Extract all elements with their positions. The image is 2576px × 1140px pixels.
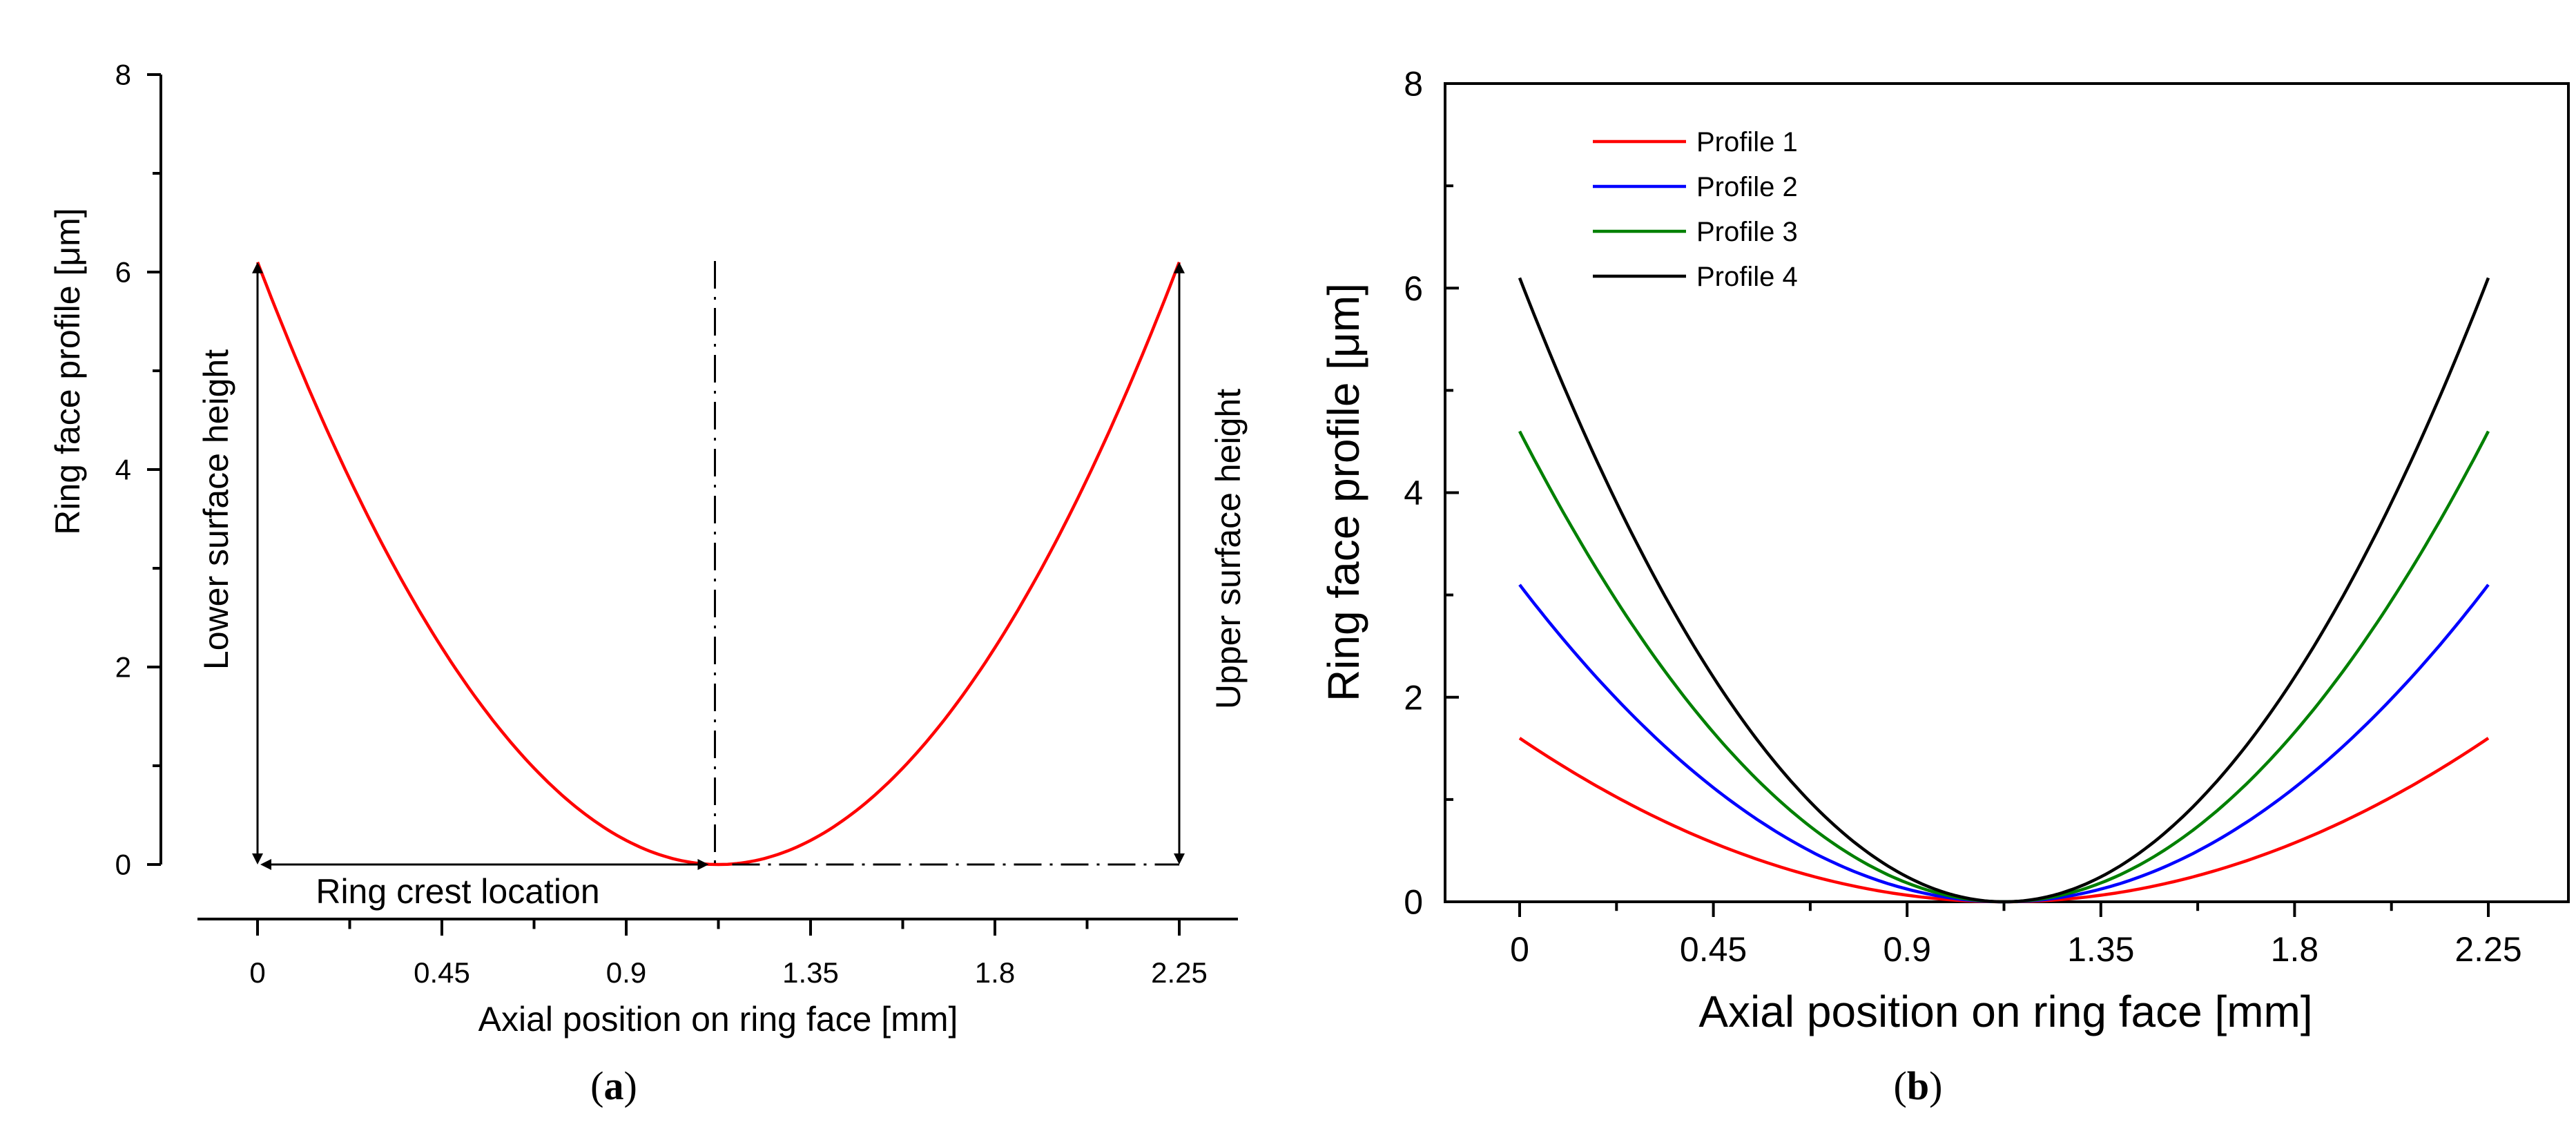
legend-label-1: Profile 1 [1696,127,1798,157]
a-xtick-label-0: 0 [249,956,265,989]
a-ytick-label-2: 4 [115,454,131,486]
lower-arrow-head-top [252,262,263,273]
legend-label-4: Profile 4 [1696,262,1798,292]
legend-b: Profile 1 Profile 2 Profile 3 Profile 4 [1593,127,1798,292]
upper-height-arrow [1174,262,1185,864]
a-ytick-label-4: 8 [115,59,131,91]
b-xtick-label-5: 2.25 [2454,930,2521,969]
panel-a: 0 2 4 6 8 0 0.45 0.9 1.35 1.8 2.25 Lower surface … [48,59,1248,1108]
x-axis-label-b: Axial position on ring face [mm] [1698,987,2312,1036]
lower-height-arrow [252,262,263,864]
annotations-a: Lower surface height Upper surface heigh… [197,261,1248,911]
b-series-profile-4 [1518,277,2490,904]
plot-frame-b [1444,82,2570,903]
b-xtick-label-3: 1.35 [2067,930,2134,969]
caption-b-letter: b [1907,1063,1929,1108]
a-xtick-label-1: 0.45 [414,956,470,989]
lower-surface-height-label: Lower surface height [197,349,235,670]
b-ytick-label-4: 8 [1404,65,1423,104]
x-axis-label-a: Axial position on ring face [mm] [478,1000,958,1038]
a-ytick-label-0: 0 [115,849,131,881]
a-xtick-label-5: 2.25 [1151,956,1208,989]
upper-arrow-head-top [1174,262,1185,273]
b-ytick-label-3: 6 [1404,269,1423,308]
b-ytick-label-0: 0 [1404,883,1423,922]
a-xtick-label-3: 1.35 [782,956,839,989]
a-series-profile-4 [255,261,1181,867]
b-series-profile-3 [1518,430,2490,904]
b-xtick-label-0: 0 [1510,930,1529,969]
b-ytick-label-1: 2 [1404,678,1423,717]
a-ytick-label-1: 2 [115,651,131,684]
b-xtick-label-1: 0.45 [1680,930,1747,969]
upper-arrow-head-bottom [1174,853,1185,864]
upper-surface-height-label: Upper surface height [1209,389,1248,709]
b-series-profile-2 [1518,583,2490,904]
caption-b: (b) [1894,1063,1943,1108]
legend-label-2: Profile 2 [1696,172,1798,202]
b-series-profile-1 [1518,737,2490,904]
legend-label-3: Profile 3 [1696,217,1798,247]
lower-arrow-head-bottom [252,853,263,864]
crest-location-arrow [260,859,709,870]
a-xtick-label-2: 0.9 [606,956,646,989]
a-ytick-label-3: 6 [115,256,131,289]
caption-a: (a) [590,1063,637,1108]
ring-crest-location-label: Ring crest location [316,872,599,911]
b-xtick-label-2: 0.9 [1883,930,1931,969]
y-axis-label-a: Ring face profile [μm] [48,208,87,534]
caption-a-letter: a [604,1063,624,1108]
y-axis-label-b: Ring face profile [μm] [1319,283,1368,702]
b-xtick-label-4: 1.8 [2271,930,2319,969]
a-xtick-label-4: 1.8 [975,956,1015,989]
crest-arrow-head-left [260,859,271,870]
b-ytick-label-2: 4 [1404,474,1423,512]
crest-arrow-head-right [697,859,709,870]
